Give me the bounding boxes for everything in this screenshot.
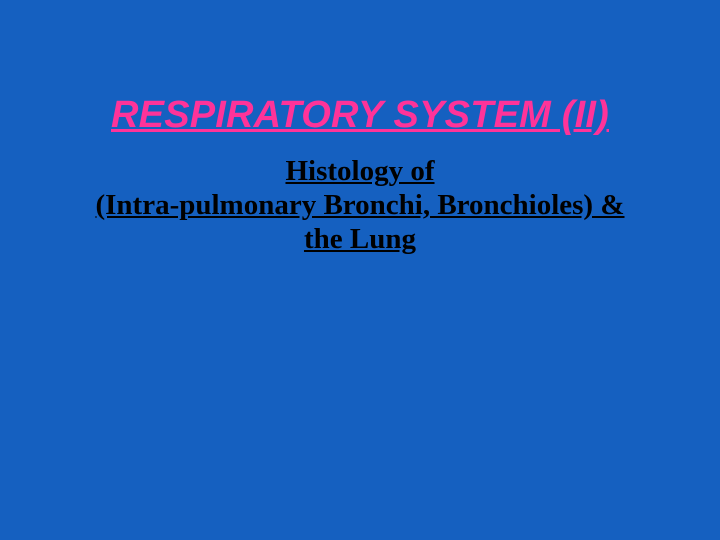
slide-subtitle: Histology of (Intra-pulmonary Bronchi, B… xyxy=(0,154,720,257)
subtitle-line-2: (Intra-pulmonary Bronchi, Bronchioles) & xyxy=(95,189,624,221)
slide: RESPIRATORY SYSTEM (II) Histology of (In… xyxy=(0,0,720,540)
slide-title: RESPIRATORY SYSTEM (II) xyxy=(0,94,720,137)
subtitle-line-1: Histology of xyxy=(285,155,434,187)
subtitle-line-3: the Lung xyxy=(304,223,416,255)
